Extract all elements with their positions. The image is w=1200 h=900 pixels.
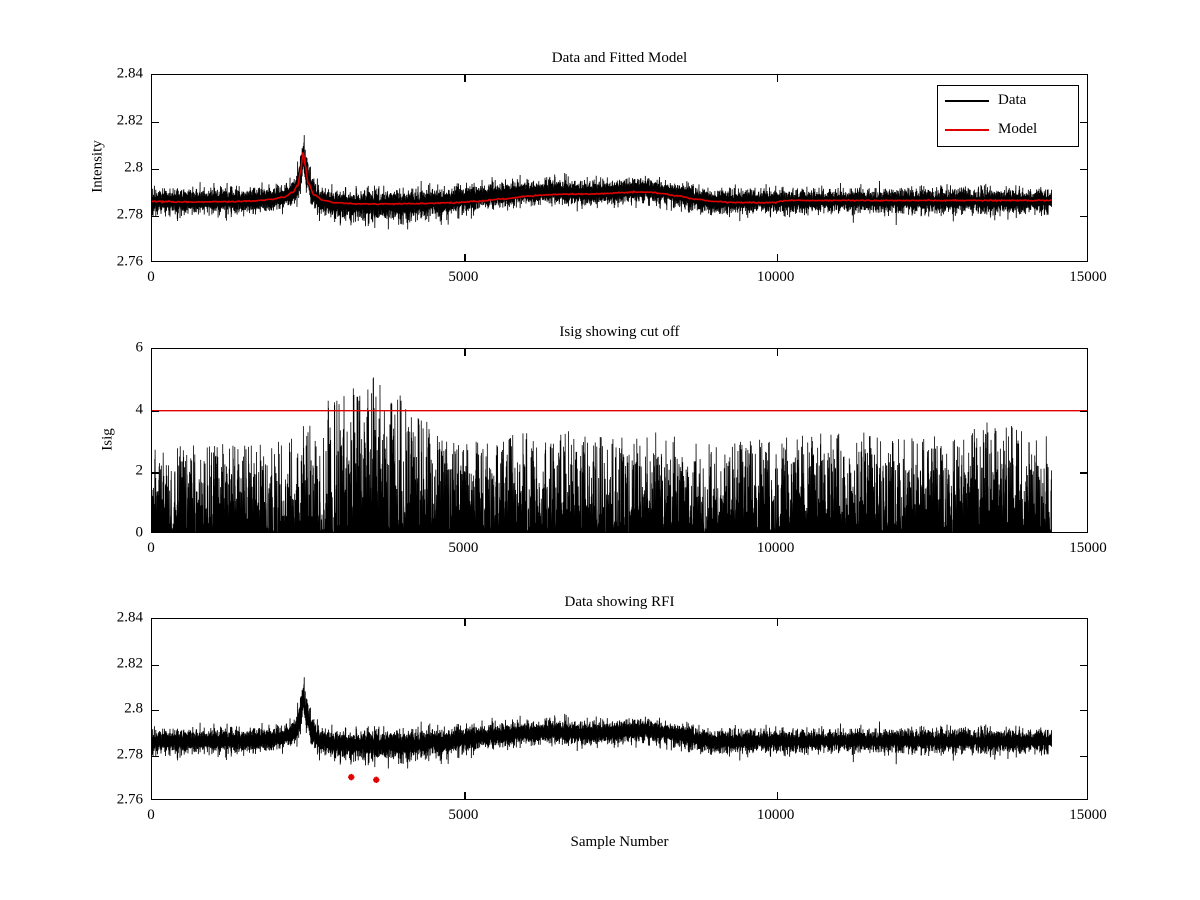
xtick-label-p1-3: 15000 bbox=[1069, 269, 1107, 285]
tick-p2-x2b bbox=[776, 525, 778, 532]
tick-p1-y3r bbox=[1080, 216, 1087, 218]
xtick-label-p2-0: 0 bbox=[147, 540, 155, 556]
xtick-label-p3-0: 0 bbox=[147, 807, 155, 823]
legend-swatch-model bbox=[945, 128, 989, 131]
axis-label-intensity: Intensity bbox=[89, 140, 106, 193]
legend-label-model: Model bbox=[998, 121, 1038, 137]
tick-p3-y3 bbox=[152, 755, 159, 757]
tick-p3-y3r bbox=[1080, 755, 1087, 757]
plot-1-svg bbox=[152, 135, 1052, 230]
tick-p3-x2 bbox=[776, 619, 778, 626]
xtick-label-p2-3: 15000 bbox=[1069, 540, 1107, 556]
panel-title-3: Data showing RFI bbox=[564, 594, 675, 610]
tick-p2-x1b bbox=[464, 525, 466, 532]
legend-entry-model: Model bbox=[938, 115, 1078, 144]
rfi-marker bbox=[348, 773, 355, 781]
ytick-label-p1-2: 2.8 bbox=[124, 159, 143, 176]
tick-p1-y1 bbox=[152, 122, 159, 124]
ytick-label-p2-0: 6 bbox=[135, 339, 144, 356]
tick-p1-x1b bbox=[464, 254, 466, 261]
tick-p2-x2 bbox=[776, 349, 778, 356]
axis-label-isig: Isig bbox=[99, 428, 116, 451]
tick-p1-x1 bbox=[464, 75, 466, 82]
tick-p1-y3 bbox=[152, 216, 159, 218]
tick-p2-y1 bbox=[152, 410, 159, 412]
tick-p3-x1 bbox=[464, 619, 466, 626]
tick-p1-x2b bbox=[776, 254, 778, 261]
tick-p2-y1r bbox=[1080, 410, 1087, 412]
tick-p3-x1b bbox=[464, 792, 466, 799]
tick-p2-x1 bbox=[464, 349, 466, 356]
legend-entry-data: Data bbox=[938, 86, 1078, 115]
xtick-label-p1-1: 5000 bbox=[448, 269, 479, 285]
tick-p3-y2 bbox=[152, 710, 159, 712]
isig-trace bbox=[152, 377, 1052, 532]
panel-data-and-fitted-model: Data and Fitted Model Intensity 2.84 2.8… bbox=[90, 50, 1107, 285]
ytick-label-p1-4: 2.76 bbox=[116, 253, 143, 270]
xtick-label-p3-3: 15000 bbox=[1069, 807, 1107, 823]
ytick-label-p3-0: 2.84 bbox=[116, 609, 143, 626]
ytick-label-p2-2: 2 bbox=[135, 462, 144, 479]
tick-p2-y2r bbox=[1080, 472, 1087, 474]
ytick-label-p2-1: 4 bbox=[135, 401, 144, 418]
tick-p3-y2r bbox=[1080, 710, 1087, 712]
panel-title-2: Isig showing cut off bbox=[559, 324, 680, 340]
legend-label-data: Data bbox=[998, 92, 1027, 108]
xtick-label-p1-0: 0 bbox=[147, 269, 155, 285]
ytick-label-p1-0: 2.84 bbox=[116, 65, 143, 82]
series-data-3 bbox=[152, 677, 1052, 769]
plot-2-svg bbox=[152, 377, 1087, 532]
xtick-label-p3-2: 10000 bbox=[756, 807, 795, 823]
axes-box-2 bbox=[151, 348, 1088, 533]
tick-p1-y2r bbox=[1080, 169, 1087, 171]
tick-p1-y2 bbox=[152, 169, 159, 171]
tick-p3-y1r bbox=[1080, 664, 1087, 666]
legend-swatch-data bbox=[945, 99, 989, 102]
data-trace bbox=[152, 677, 1052, 769]
ytick-label-p2-3: 0 bbox=[135, 524, 144, 541]
plot-3-svg bbox=[152, 677, 1052, 784]
legend[interactable]: Data Model bbox=[937, 85, 1079, 147]
model-curve bbox=[152, 152, 1052, 206]
rfi-markers bbox=[348, 773, 380, 784]
ytick-label-p1-3: 2.78 bbox=[116, 206, 143, 223]
panel-isig-cutoff: Isig showing cut off Isig 6 4 2 0 0 5000… bbox=[100, 324, 1107, 556]
axes-box-3 bbox=[151, 618, 1088, 800]
tick-p2-y2 bbox=[152, 472, 159, 474]
tick-p3-x2b bbox=[776, 792, 778, 799]
tick-p3-y1 bbox=[152, 664, 159, 666]
series-isig bbox=[152, 377, 1052, 532]
xtick-label-p1-2: 10000 bbox=[756, 269, 795, 285]
xtick-label-p3-1: 5000 bbox=[448, 807, 479, 823]
axis-label-sample-number: Sample Number bbox=[570, 834, 669, 850]
rfi-marker bbox=[373, 776, 380, 784]
data-trace bbox=[152, 135, 1052, 230]
ytick-label-p1-1: 2.82 bbox=[116, 112, 143, 129]
xtick-label-p2-2: 10000 bbox=[756, 540, 795, 556]
axes-box-1 bbox=[151, 74, 1088, 262]
ytick-label-p3-4: 2.76 bbox=[116, 791, 143, 808]
panel-title-1: Data and Fitted Model bbox=[551, 50, 688, 66]
ytick-label-p3-3: 2.78 bbox=[116, 746, 143, 762]
ytick-label-p3-1: 2.82 bbox=[116, 655, 143, 671]
panel-data-showing-rfi: Data showing RFI 2.84 2.82 2.8 2.78 2.76… bbox=[117, 594, 1107, 850]
series-data-1 bbox=[152, 135, 1052, 230]
xtick-label-p2-1: 5000 bbox=[448, 540, 479, 556]
series-model-1 bbox=[152, 152, 1052, 206]
ytick-label-p3-2: 2.8 bbox=[124, 700, 143, 717]
tick-p1-x2 bbox=[776, 75, 778, 82]
tick-p1-y1r bbox=[1080, 122, 1087, 124]
